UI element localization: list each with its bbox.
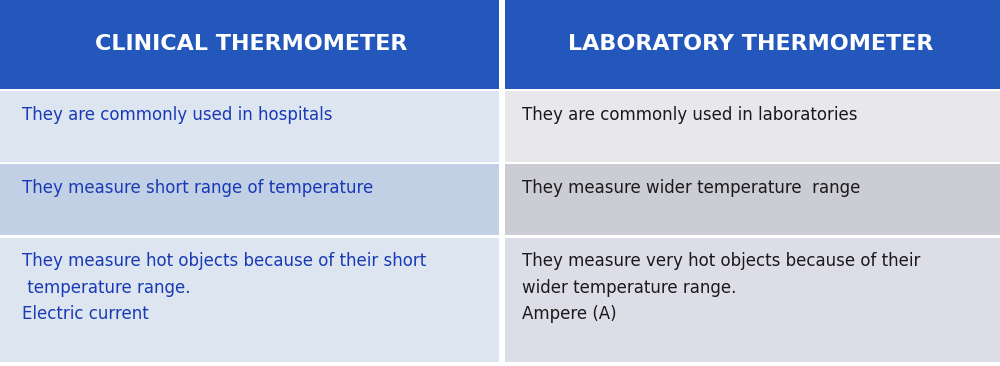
Text: CLINICAL THERMOMETER: CLINICAL THERMOMETER [95, 34, 407, 54]
Text: They measure very hot objects because of their
wider temperature range.
Ampere (: They measure very hot objects because of… [522, 252, 920, 323]
Text: They measure short range of temperature: They measure short range of temperature [22, 179, 373, 197]
Text: They measure hot objects because of their short
 temperature range.
Electric cur: They measure hot objects because of thei… [22, 252, 426, 323]
Bar [0, 238, 499, 362]
Bar [505, 0, 1000, 89]
Bar [0, 0, 499, 89]
Text: They are commonly used in hospitals: They are commonly used in hospitals [22, 106, 332, 124]
Text: They are commonly used in laboratories: They are commonly used in laboratories [522, 106, 858, 124]
Text: LABORATORY THERMOMETER: LABORATORY THERMOMETER [568, 34, 934, 54]
Bar [0, 91, 499, 162]
Text: They measure wider temperature  range: They measure wider temperature range [522, 179, 860, 197]
Bar [505, 164, 1000, 235]
Bar [505, 91, 1000, 162]
Bar [0, 164, 499, 235]
Bar [505, 238, 1000, 362]
